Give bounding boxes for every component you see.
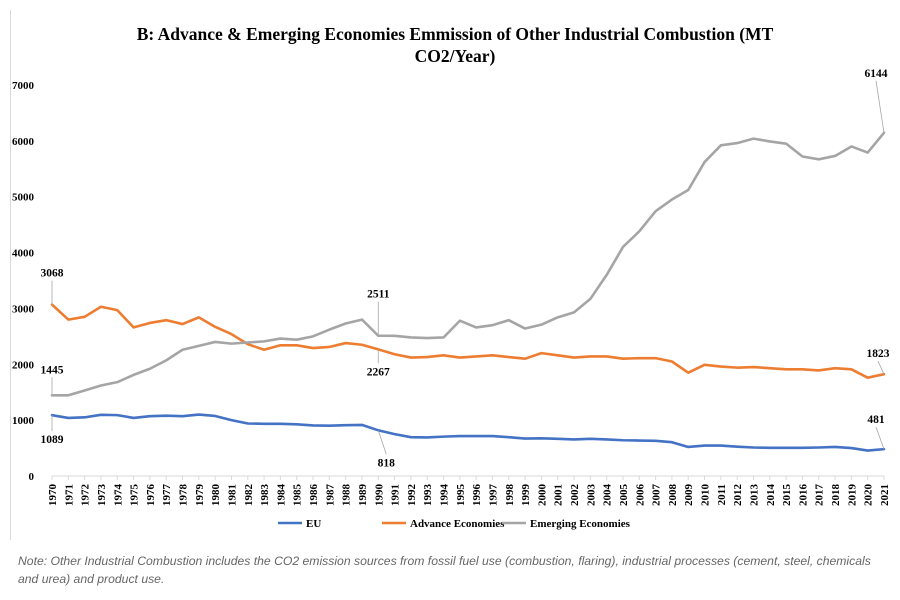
legend-label: Advance Economies (410, 518, 505, 530)
x-tick-label: 2019 (846, 484, 858, 507)
x-tick-label: 1990 (373, 484, 385, 507)
y-tick-label: 6000 (12, 136, 35, 148)
x-tick-label: 1975 (129, 484, 141, 507)
chart-note: Note: Other Industrial Combustion includ… (18, 554, 871, 586)
series-line-advance-economies (50, 303, 886, 379)
x-tick-label: 1995 (455, 484, 467, 507)
data-label: 1445 (41, 364, 64, 376)
x-tick-label: 2018 (830, 484, 842, 507)
x-tick-label: 1974 (112, 484, 124, 507)
x-tick-label: 2004 (602, 484, 614, 507)
x-tick-label: 2000 (536, 484, 548, 507)
chart-title-line-2: CO2/Year) (414, 46, 496, 66)
data-label: 818 (378, 457, 396, 469)
x-tick-label: 1981 (226, 484, 238, 506)
x-tick-label: 1973 (96, 484, 108, 507)
x-tick-label: 1982 (243, 484, 255, 507)
y-tick-label: 0 (29, 471, 35, 483)
x-tick-label: 2011 (716, 484, 728, 505)
data-label: 2511 (367, 289, 390, 301)
x-tick-label: 2002 (569, 484, 581, 507)
x-tick-label: 2007 (651, 484, 663, 507)
x-tick-label: 2015 (781, 484, 793, 507)
x-tick-label: 1994 (439, 484, 451, 507)
data-label: 481 (867, 414, 885, 426)
x-tick-label: 1996 (471, 484, 483, 507)
x-tick-label: 2009 (683, 484, 695, 507)
x-tick-label: 1971 (63, 484, 75, 506)
x-tick-label: 2008 (667, 484, 679, 507)
x-tick-label: 2010 (700, 484, 712, 507)
data-label: 1089 (41, 434, 64, 446)
x-tick-label: 1993 (422, 484, 434, 507)
series-line-emerging-economies (50, 131, 886, 397)
x-tick-label: 1991 (390, 484, 402, 506)
chart-title-line-1: B: Advance & Emerging Economies Emmissio… (136, 24, 774, 44)
x-tick-label: 1987 (324, 484, 336, 507)
chart-frame (10, 10, 889, 540)
data-label-leader (875, 426, 885, 450)
x-tick-label: 2016 (797, 484, 809, 507)
legend-label: EU (306, 518, 321, 530)
x-tick-label: 2013 (748, 484, 760, 507)
x-tick-label: 1984 (275, 484, 287, 507)
data-label: 6144 (865, 68, 888, 80)
x-tick-label: 1997 (487, 484, 499, 507)
x-tick-label: 2006 (634, 484, 646, 507)
y-tick-label: 5000 (12, 192, 35, 204)
y-tick-label: 3000 (12, 303, 35, 315)
x-tick-label: 1979 (194, 484, 206, 507)
x-tick-label: 1988 (341, 484, 353, 507)
x-tick-label: 1970 (47, 484, 59, 507)
x-tick-label: 1978 (178, 484, 190, 507)
data-label-leader (377, 430, 387, 455)
data-label-leader (875, 80, 885, 133)
data-label: 1823 (867, 348, 890, 360)
x-tick-label: 1972 (80, 484, 92, 507)
x-tick-label: 1999 (520, 484, 532, 507)
x-tick-label: 2005 (618, 484, 630, 507)
y-tick-label: 2000 (12, 359, 35, 371)
x-tick-label: 2021 (879, 484, 891, 506)
x-tick-label: 1983 (259, 484, 271, 507)
x-tick-label: 2003 (585, 484, 597, 507)
x-tick-label: 2001 (553, 484, 565, 506)
x-tick-label: 2017 (814, 484, 826, 507)
x-tick-label: 1985 (292, 484, 304, 507)
x-tick-label: 1992 (406, 484, 418, 507)
x-tick-label: 1986 (308, 484, 320, 507)
y-tick-label: 1000 (12, 415, 35, 427)
x-tick-label: 1998 (504, 484, 516, 507)
x-tick-label: 1976 (145, 484, 157, 507)
x-tick-label: 2012 (732, 484, 744, 507)
series-line-eu (50, 413, 886, 452)
data-label-leader (877, 361, 885, 375)
x-tick-label: 2014 (765, 484, 777, 507)
y-tick-label: 7000 (12, 80, 35, 92)
x-tick-label: 1977 (161, 484, 173, 507)
legend-label: Emerging Economies (530, 518, 631, 530)
y-tick-label: 4000 (12, 248, 35, 260)
data-label: 2267 (367, 366, 390, 378)
data-label: 3068 (41, 268, 64, 280)
x-tick-label: 1989 (357, 484, 369, 507)
x-tick-label: 1980 (210, 484, 222, 507)
x-tick-label: 2020 (863, 484, 875, 507)
